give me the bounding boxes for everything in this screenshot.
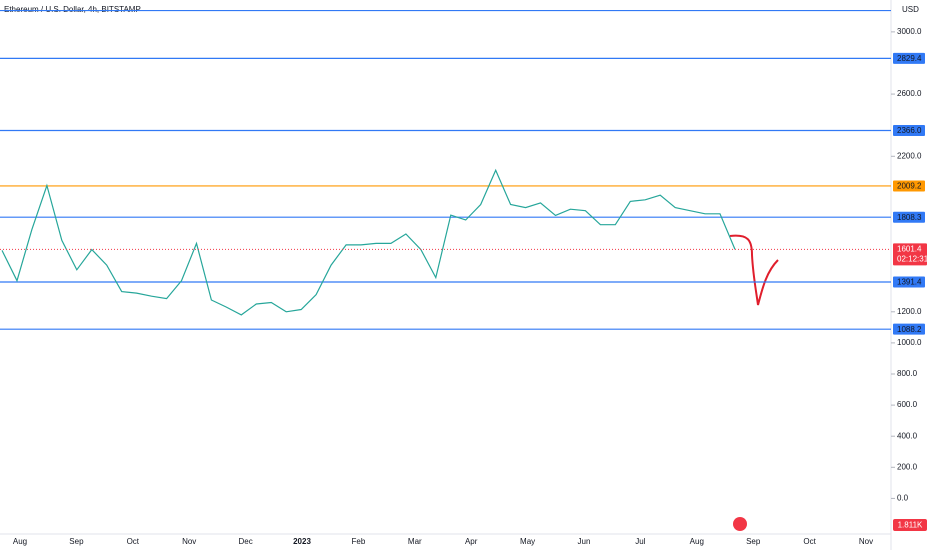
y-tick-label: 200.0 xyxy=(897,462,918,471)
y-tick-label: 400.0 xyxy=(897,431,918,440)
price-level-label: 1088.2 xyxy=(897,325,922,334)
y-tick-label: 2200.0 xyxy=(897,151,922,160)
x-tick-label: Nov xyxy=(182,537,196,546)
volume-badge xyxy=(733,517,747,531)
price-level-box xyxy=(893,124,925,136)
price-level-label: 1391.4 xyxy=(897,278,922,287)
y-tick-label: 0.0 xyxy=(897,494,909,503)
y-tick-label: 800.0 xyxy=(897,369,918,378)
volume-label: 1.811K xyxy=(898,521,923,530)
volume-label-box xyxy=(893,519,927,531)
price-level-box xyxy=(893,52,925,64)
price-level-box xyxy=(893,180,925,192)
y-tick-label: 2600.0 xyxy=(897,89,922,98)
x-tick-label: Sep xyxy=(69,537,84,546)
price-line xyxy=(1,168,736,316)
x-tick-label: Aug xyxy=(13,537,27,546)
x-tick-label: Mar xyxy=(408,537,422,546)
price-level-label: 1808.3 xyxy=(897,213,922,222)
x-tick-label: Dec xyxy=(238,537,252,546)
x-tick-label: Feb xyxy=(352,537,366,546)
x-tick-label: Sep xyxy=(746,537,761,546)
x-tick-label: Jul xyxy=(635,537,645,546)
y-tick-label: 600.0 xyxy=(897,400,918,409)
currency-label: USD xyxy=(902,5,919,14)
price-level-label: 2829.4 xyxy=(897,54,922,63)
last-price-box xyxy=(893,243,927,266)
countdown-label: 02:12:31 xyxy=(897,254,929,263)
event-icon xyxy=(733,517,747,531)
x-tick-label: Oct xyxy=(803,537,816,546)
x-tick-label: Nov xyxy=(859,537,873,546)
chart-title: Ethereum / U.S. Dollar, 4h, BITSTAMP xyxy=(4,5,141,14)
y-tick-label: 1000.0 xyxy=(897,338,922,347)
price-level-box xyxy=(893,211,925,223)
price-level-label: 2009.2 xyxy=(897,182,922,191)
last-price-label: 1601.4 xyxy=(897,244,922,253)
x-tick-label: 2023 xyxy=(293,537,311,546)
price-level-box xyxy=(893,323,925,335)
x-tick-label: Aug xyxy=(690,537,704,546)
x-tick-label: Oct xyxy=(127,537,140,546)
price-level-box xyxy=(893,276,925,288)
price-level-label: 2366.0 xyxy=(897,126,922,135)
y-tick-label: 1200.0 xyxy=(897,307,922,316)
x-tick-label: Jun xyxy=(578,537,591,546)
x-tick-label: Apr xyxy=(465,537,478,546)
y-tick-label: 3000.0 xyxy=(897,27,922,36)
x-tick-label: May xyxy=(520,537,535,546)
